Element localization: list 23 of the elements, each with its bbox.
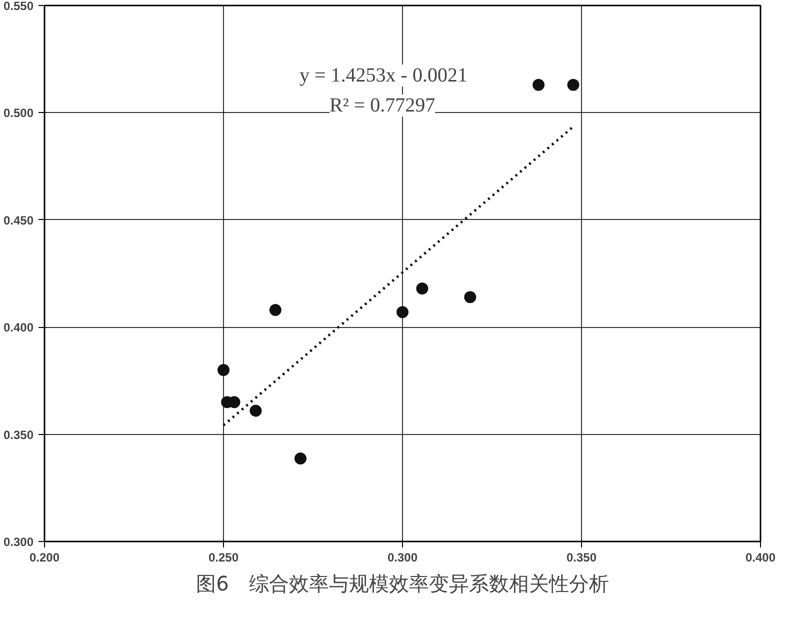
y-tick-label: 0.500 — [3, 106, 34, 120]
y-tick-label: 0.350 — [3, 428, 34, 442]
y-tick-label: 0.550 — [3, 0, 34, 13]
x-tick-label: 0.250 — [208, 550, 239, 564]
x-tick-label: 0.300 — [387, 550, 418, 564]
x-tick-label: 0.350 — [566, 550, 597, 564]
x-tick-label: 0.400 — [745, 550, 776, 564]
point — [532, 78, 545, 91]
point — [294, 452, 306, 465]
x-tick-label: 0.200 — [29, 550, 60, 564]
annotation: y = 1.4253x - 0.0021 — [300, 64, 468, 86]
point — [567, 78, 580, 91]
annotation: R² = 0.77297 — [330, 94, 436, 116]
point — [218, 364, 230, 376]
text: 图6 综合效率与规模效率变异系数相关性分析 — [196, 572, 609, 596]
point — [250, 404, 262, 417]
y-tick-label: 0.300 — [3, 535, 34, 549]
y-tick-label: 0.450 — [3, 213, 34, 228]
point — [269, 304, 282, 316]
point — [416, 282, 428, 294]
point — [396, 306, 408, 318]
y-tick-label: 0.400 — [3, 320, 34, 335]
point — [464, 291, 476, 304]
